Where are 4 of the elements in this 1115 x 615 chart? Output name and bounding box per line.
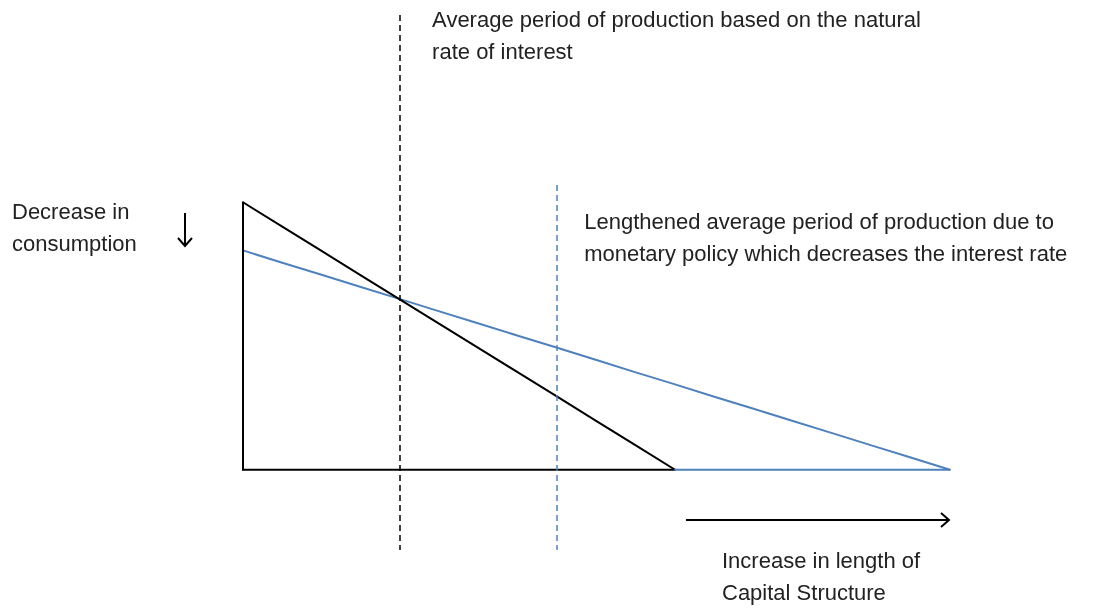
text: Average period of production based on the natural rate of interest <box>432 6 922 66</box>
annotation: Lengthened average period of production due to monetary policy which decreases the interest rate <box>584 208 1069 268</box>
text: Increase in length of Capital Structure <box>722 547 922 607</box>
text: Decrease in consumption <box>12 198 138 258</box>
